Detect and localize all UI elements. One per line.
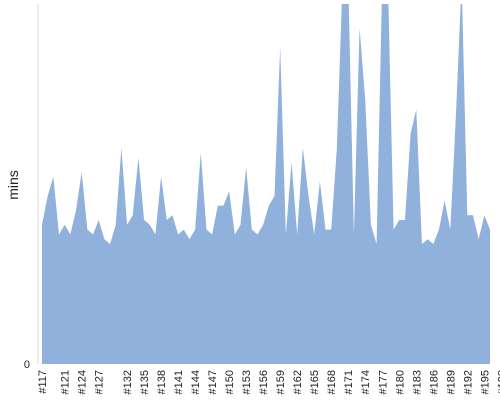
x-tick-label: #153 — [241, 370, 253, 394]
x-tick-label: #127 — [94, 370, 106, 394]
x-tick-label: #183 — [411, 370, 423, 394]
x-tick-label: #198 — [496, 370, 500, 394]
x-tick-label: #144 — [190, 370, 202, 394]
x-tick-label: #156 — [258, 370, 270, 394]
x-tick-label: #186 — [428, 370, 440, 394]
y-axis-ticks: 0 — [24, 359, 30, 371]
x-tick-label: #195 — [479, 370, 491, 394]
x-tick-label: #150 — [224, 370, 236, 394]
y-tick-label: 0 — [24, 359, 30, 371]
x-tick-label: #180 — [394, 370, 406, 394]
x-tick-label: #192 — [462, 370, 474, 394]
x-tick-label: #121 — [60, 370, 72, 394]
x-tick-label: #132 — [122, 370, 134, 394]
x-tick-label: #162 — [292, 370, 304, 394]
x-tick-label: #174 — [360, 370, 372, 394]
x-tick-label: #159 — [275, 370, 287, 394]
x-tick-label: #189 — [445, 370, 457, 394]
x-tick-label: #117 — [37, 370, 49, 394]
plot-area — [42, 4, 490, 364]
series-area — [42, 4, 490, 364]
x-tick-label: #124 — [77, 370, 89, 394]
x-tick-label: #147 — [207, 370, 219, 394]
x-tick-label: #165 — [309, 370, 321, 394]
x-axis-ticks: #117 #121 #124 #127 #132 #135 #138 #141 #144 #147… — [37, 370, 500, 394]
x-tick-label: #168 — [326, 370, 338, 394]
x-tick-label: #138 — [156, 370, 168, 394]
x-tick-label: #141 — [173, 370, 185, 394]
x-tick-label: #177 — [377, 370, 389, 394]
y-axis-title: mins — [5, 170, 21, 200]
x-tick-label: #171 — [343, 370, 355, 394]
x-tick-label: #135 — [139, 370, 151, 394]
